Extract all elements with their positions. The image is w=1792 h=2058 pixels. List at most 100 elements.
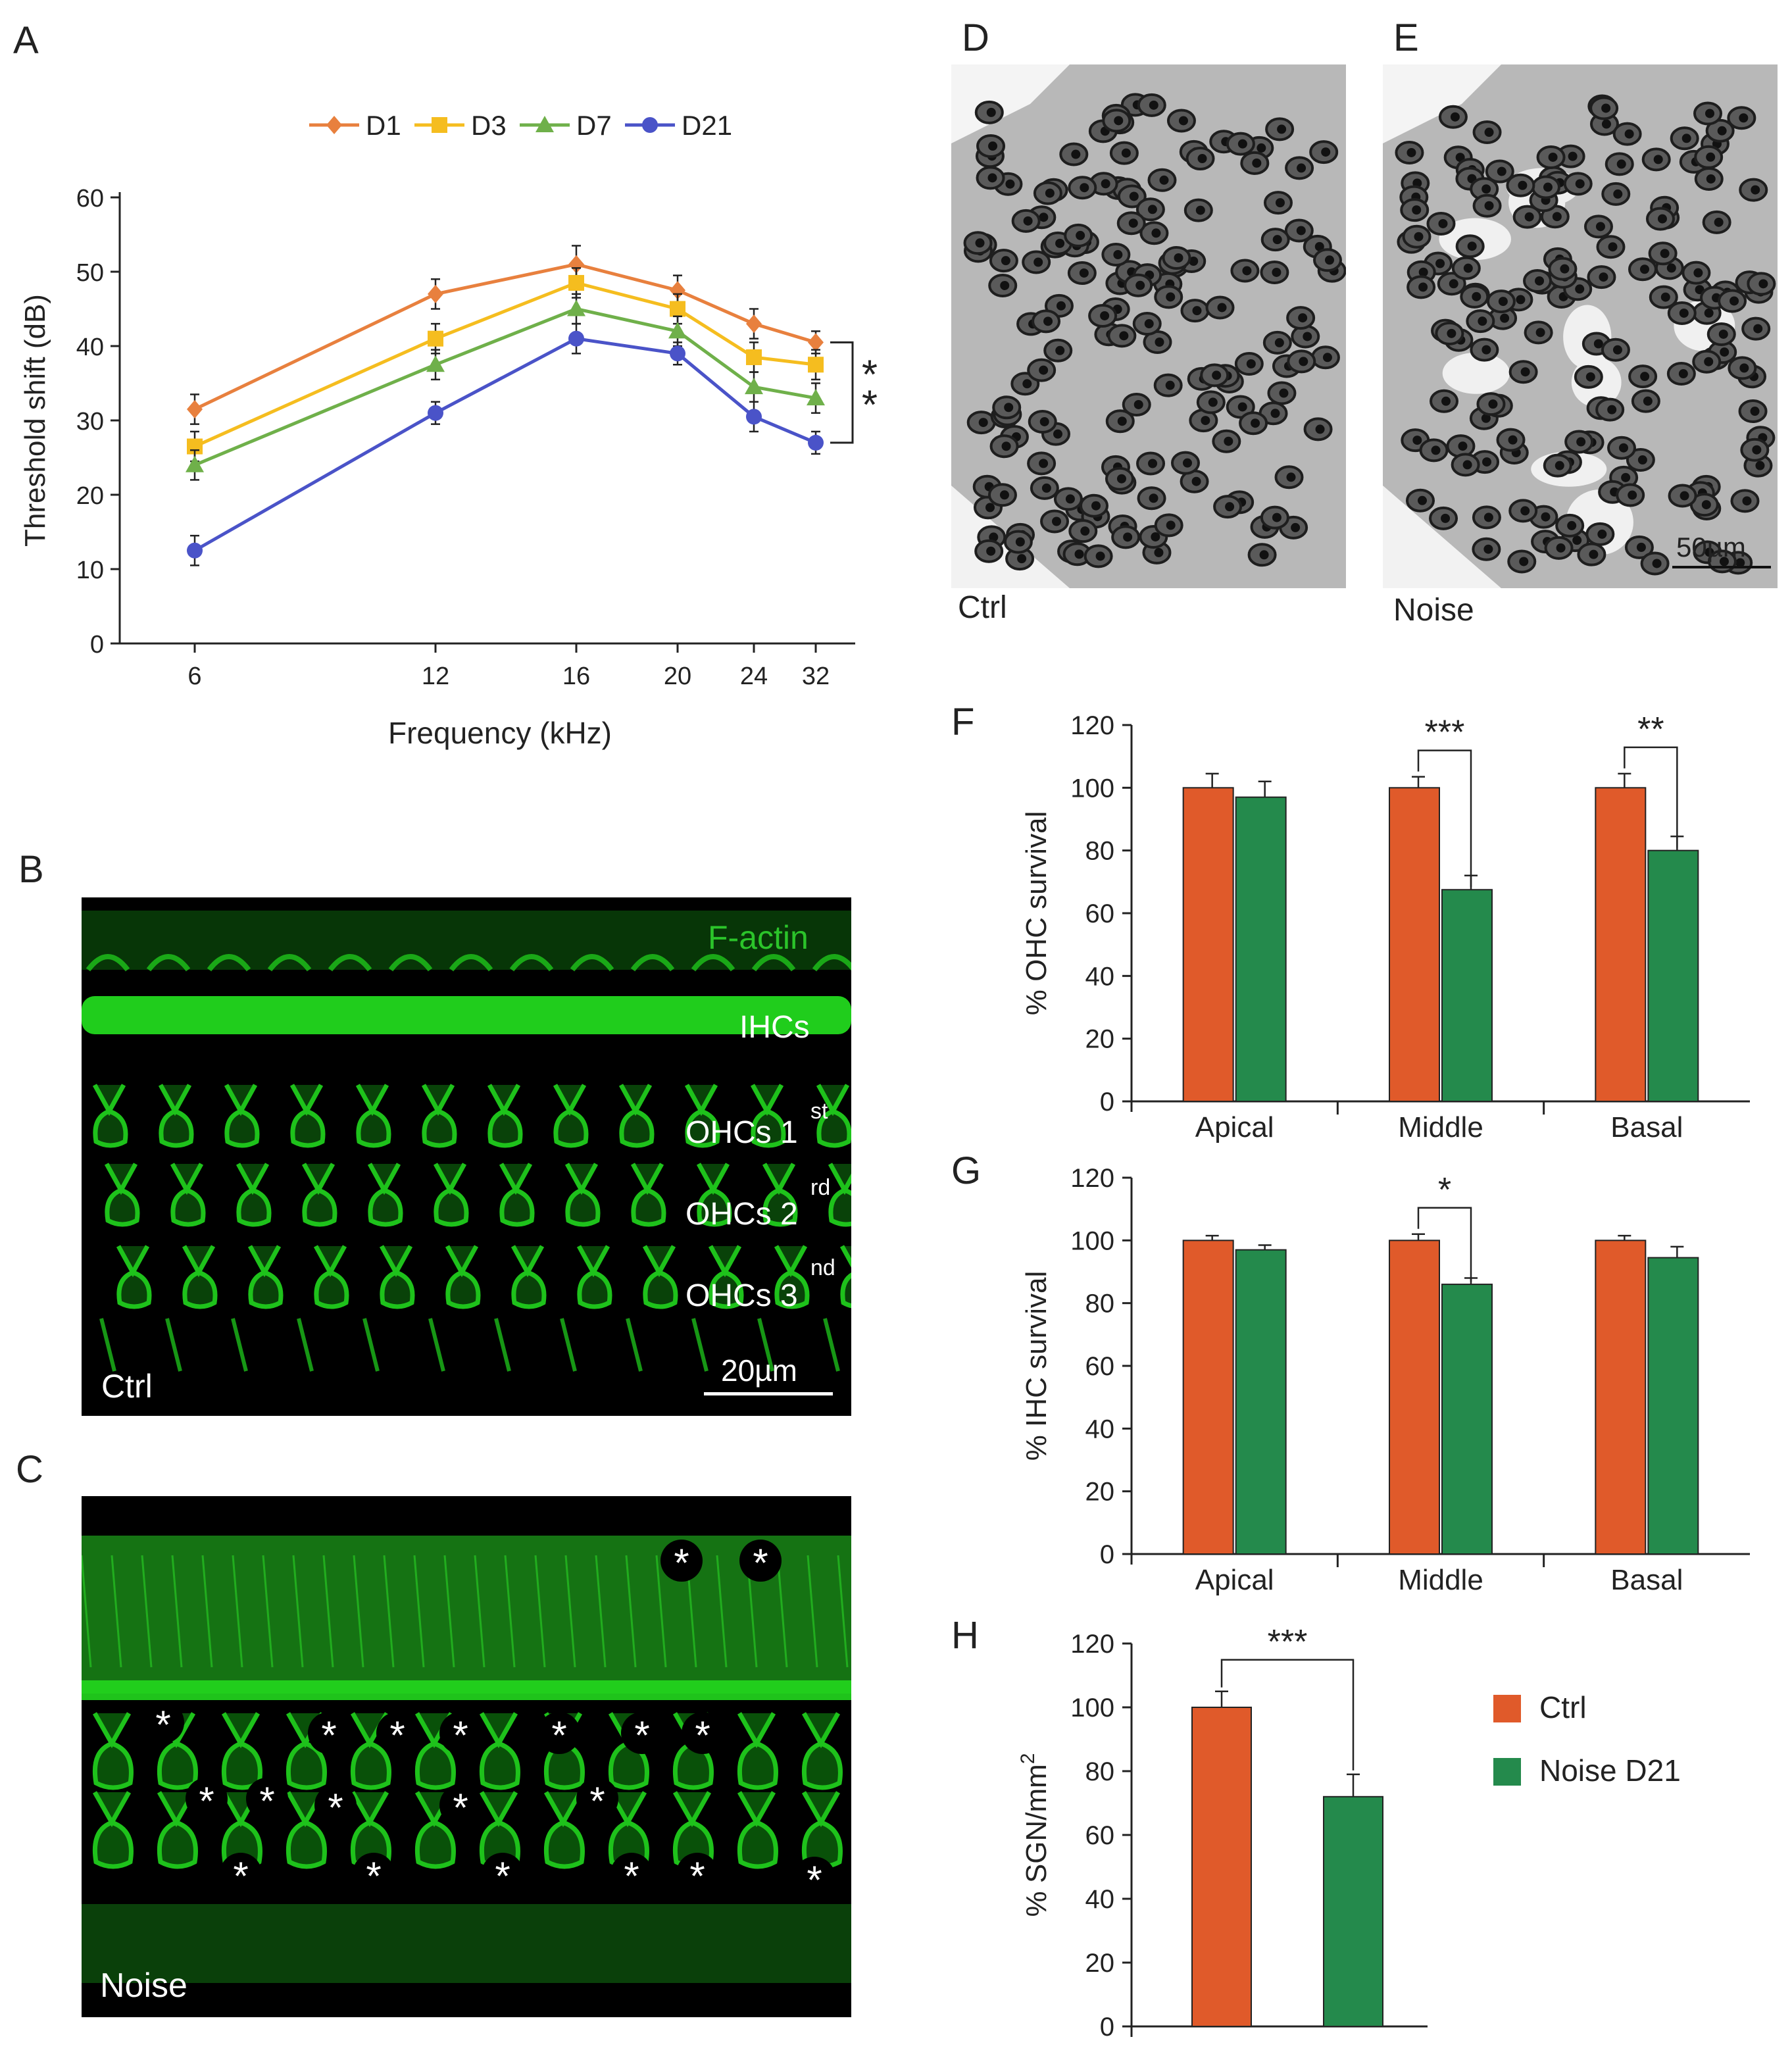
x-tick-label: 32 [802,663,830,690]
neuron-nucleus [1739,113,1749,123]
lumen-region [1383,486,1501,588]
neuron-nucleus [1166,520,1176,530]
pillar-process [428,1318,445,1372]
legend-item-d7: D7 [520,110,612,141]
neuron-nucleus [1041,483,1051,493]
pillar-process [757,1318,774,1372]
pillar-process [165,1318,182,1372]
series-d7 [186,293,825,481]
neuron-nucleus [1717,126,1727,136]
neuron-nucleus [1449,279,1458,289]
neuron-nucleus [1706,174,1716,184]
data-point [568,274,584,291]
neuron-nucleus [1417,495,1427,505]
neuron-nucleus [1272,235,1282,245]
neuron-nucleus [1447,328,1456,338]
ohc-cell [92,1791,134,1869]
legend-item-d1: D1 [309,110,401,141]
series-d1 [187,245,824,425]
neuron-nucleus [1520,367,1530,377]
neuron-nucleus [1719,557,1729,566]
neuron-nucleus [1438,218,1448,228]
neuron-nucleus [1286,472,1296,482]
neuron-nucleus [1303,332,1312,341]
neuron-nucleus [1149,100,1158,110]
data-point [568,255,584,274]
neuron-nucleus [1739,363,1749,373]
pillar-process [560,1318,577,1372]
legend-swatch-ctrl [1493,1695,1521,1722]
x-tick-label: 6 [187,663,201,690]
neuron-nucleus [1735,558,1745,568]
neuron-nucleus [1033,257,1043,267]
neuron-nucleus [1100,311,1110,320]
missing-cell [482,1853,524,1895]
missing-cell-marker: * [328,1786,343,1830]
fiber [201,1555,213,1668]
neuron-nucleus [1242,266,1252,276]
neuron-nucleus [1412,205,1422,215]
ohc-cell [479,1712,520,1790]
fiber [655,1555,667,1668]
y-tick-label: 40 [1085,1885,1115,1914]
neuron-nucleus [1299,357,1308,366]
y-tick-label: 0 [1100,2013,1114,2042]
neuron-nucleus [1640,372,1650,382]
data-point [187,542,203,559]
missing-cell-marker: * [366,1854,381,1898]
neuron-nucleus [1652,559,1662,568]
neuron-nucleus [1701,500,1711,510]
missing-cell-marker: * [807,1858,822,1902]
scale-bar [704,1392,833,1395]
neuron-nucleus [1589,549,1599,559]
ohc-cell [221,1712,262,1790]
neuron-nucleus [1055,345,1065,355]
neuron-nucleus [1412,436,1422,445]
neuron-nucleus [1052,516,1062,526]
y-tick-label: 60 [1085,1821,1115,1850]
neuron-nucleus [1178,116,1188,126]
bar [1182,1240,1234,1555]
neuron-nucleus [1259,550,1269,560]
panel-letter-d: D [962,16,989,59]
fiber [141,1555,153,1668]
stereocilia-bundle [751,954,796,972]
neuron-nucleus [1484,201,1494,211]
neuron-nucleus [1752,445,1762,455]
y-tick-label: 20 [1085,1478,1115,1507]
neuron-nucleus [1113,250,1123,260]
sgn-density-bar-chart: 0 20 40 60 80 100 120 % SGN/mm2 *** [1017,1623,1428,2042]
missing-cell-marker: * [321,1713,336,1757]
neuron-nucleus [986,107,996,117]
neuron-nucleus [1296,226,1306,236]
stereocilia-bundle [449,954,493,972]
bar [1441,1284,1493,1555]
neuron-nucleus [1277,124,1287,134]
scale-bar-label: 20µm [721,1353,797,1388]
neuron-nucleus [1612,345,1622,355]
neuron-nucleus [1742,496,1752,506]
neuron-nucleus [1208,397,1218,407]
neuron-nucleus [1543,182,1553,192]
ohc-cell [247,1245,284,1309]
pillar-process [99,1318,116,1372]
neuron-nucleus [1601,103,1611,113]
ohc-cell [367,1163,403,1227]
stereocilia-bundle [509,954,554,972]
stereocilia-bundle [207,954,251,972]
data-point [428,330,443,347]
y-axis-title-sup: 2 [1017,1753,1039,1765]
series-line [193,281,816,448]
neuron-nucleus [1458,441,1468,451]
missing-cell-marker: * [495,1854,510,1898]
neuron-nucleus [1653,155,1663,164]
fiber [474,1555,485,1668]
neuron-nucleus [1119,331,1129,341]
data-point [428,405,443,421]
ohc-cell [433,1163,469,1227]
neuron-nucleus [1274,338,1284,347]
y-tick-label: 120 [1070,711,1114,740]
missing-cell-marker: * [624,1854,639,1898]
bar [1191,1707,1252,2027]
fiber [504,1555,516,1668]
